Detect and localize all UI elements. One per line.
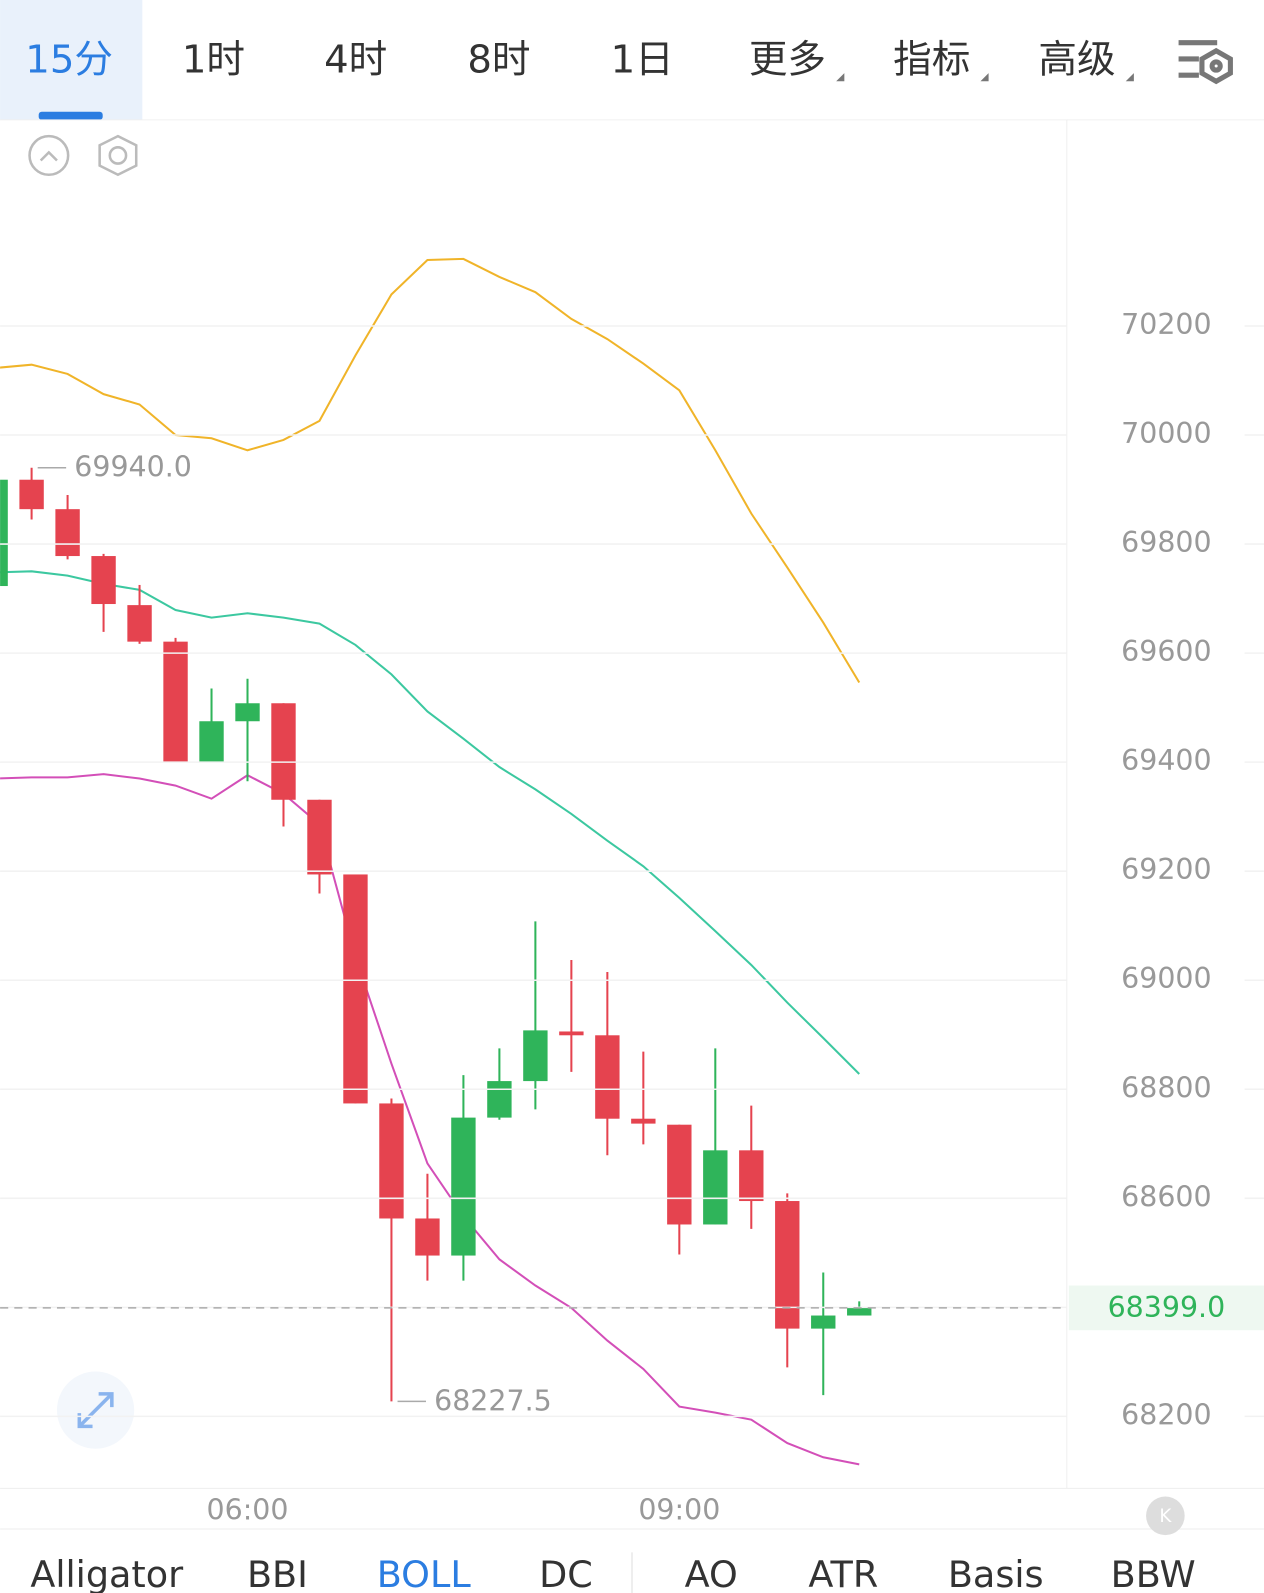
candle-body <box>415 1218 440 1256</box>
expand-icon[interactable] <box>56 1371 135 1449</box>
y-tick-label: 69400 <box>1121 744 1211 777</box>
timeframe-tab[interactable]: 1日 <box>611 37 674 82</box>
candle-body <box>559 1031 584 1036</box>
indicator-tab[interactable]: BBW <box>1111 1553 1196 1593</box>
indicator-tab[interactable]: Basis <box>948 1553 1044 1593</box>
high-label: 69940.0 <box>74 451 192 484</box>
candle-body <box>55 509 80 557</box>
collapse-icon[interactable] <box>28 134 70 177</box>
candle-body <box>235 703 260 722</box>
svg-text:K: K <box>1159 1506 1172 1527</box>
band-line <box>0 773 860 1466</box>
timeframe-tab[interactable]: 1时 <box>182 37 245 82</box>
x-tick-label: 06:00 <box>207 1494 289 1527</box>
indicator-settings-icon[interactable] <box>98 134 138 177</box>
candle-body <box>127 605 152 642</box>
candle-body <box>451 1117 476 1256</box>
y-tick-label: 70000 <box>1121 417 1211 450</box>
timeframe-tab[interactable]: 8时 <box>467 37 530 82</box>
indicator-tab[interactable]: BBI <box>247 1553 308 1593</box>
timeframe-tab[interactable]: 4时 <box>324 37 387 82</box>
candle-body <box>667 1124 692 1225</box>
y-tick-label: 68200 <box>1121 1398 1211 1431</box>
candle-body <box>631 1118 656 1124</box>
candle-body <box>307 799 332 875</box>
logo-icon: K <box>1146 1496 1185 1536</box>
candle-body <box>703 1150 728 1225</box>
dropdown-caret <box>980 73 989 82</box>
indicator-tab[interactable]: AO <box>685 1553 738 1593</box>
y-tick-label: 69800 <box>1121 526 1211 559</box>
candle-body <box>163 641 188 763</box>
band-line <box>0 257 861 684</box>
candle-body <box>379 1103 404 1219</box>
timeframe-tab[interactable]: 15分 <box>25 37 113 82</box>
plot-area <box>0 257 872 1466</box>
candle-body <box>343 874 368 1104</box>
candle-body <box>91 556 116 605</box>
y-tick-label: 69600 <box>1121 635 1211 668</box>
dropdown-caret <box>1125 73 1134 82</box>
active-tab-bg <box>0 0 143 120</box>
y-tick-label: 69200 <box>1121 853 1211 886</box>
candle-body <box>271 703 296 800</box>
last-price-label: 68399.0 <box>1108 1291 1226 1324</box>
indicator-tab[interactable]: BOLL <box>377 1553 472 1593</box>
candle-body <box>739 1150 764 1202</box>
low-label: 68227.5 <box>434 1384 552 1417</box>
candle-body <box>811 1315 836 1329</box>
indicator-tab[interactable]: DC <box>539 1553 593 1593</box>
candle-body <box>523 1030 548 1082</box>
y-tick-label: 69000 <box>1121 962 1211 995</box>
candle-body <box>0 479 8 587</box>
candle-body <box>775 1201 800 1329</box>
active-tab-underline <box>38 111 103 120</box>
settings-icon[interactable] <box>1178 40 1233 85</box>
candle-body <box>199 721 224 763</box>
indicator-tab[interactable]: Alligator <box>30 1553 184 1593</box>
candle-body <box>487 1081 512 1118</box>
candle-body <box>19 479 44 510</box>
x-tick-label: 09:00 <box>638 1494 720 1527</box>
indicator-tab[interactable]: ATR <box>808 1553 878 1593</box>
timeframe-tab[interactable]: 指标 <box>893 37 970 82</box>
timeframe-tab[interactable]: 高级 <box>1038 37 1115 82</box>
last-price-box <box>1068 1285 1264 1331</box>
y-tick-label: 68800 <box>1121 1071 1211 1104</box>
timeframe-tab[interactable]: 更多 <box>749 37 826 82</box>
y-tick-label: 70200 <box>1121 308 1211 341</box>
candle-body <box>595 1035 620 1119</box>
y-tick-label: 68600 <box>1121 1180 1211 1213</box>
candle-body <box>847 1307 872 1316</box>
